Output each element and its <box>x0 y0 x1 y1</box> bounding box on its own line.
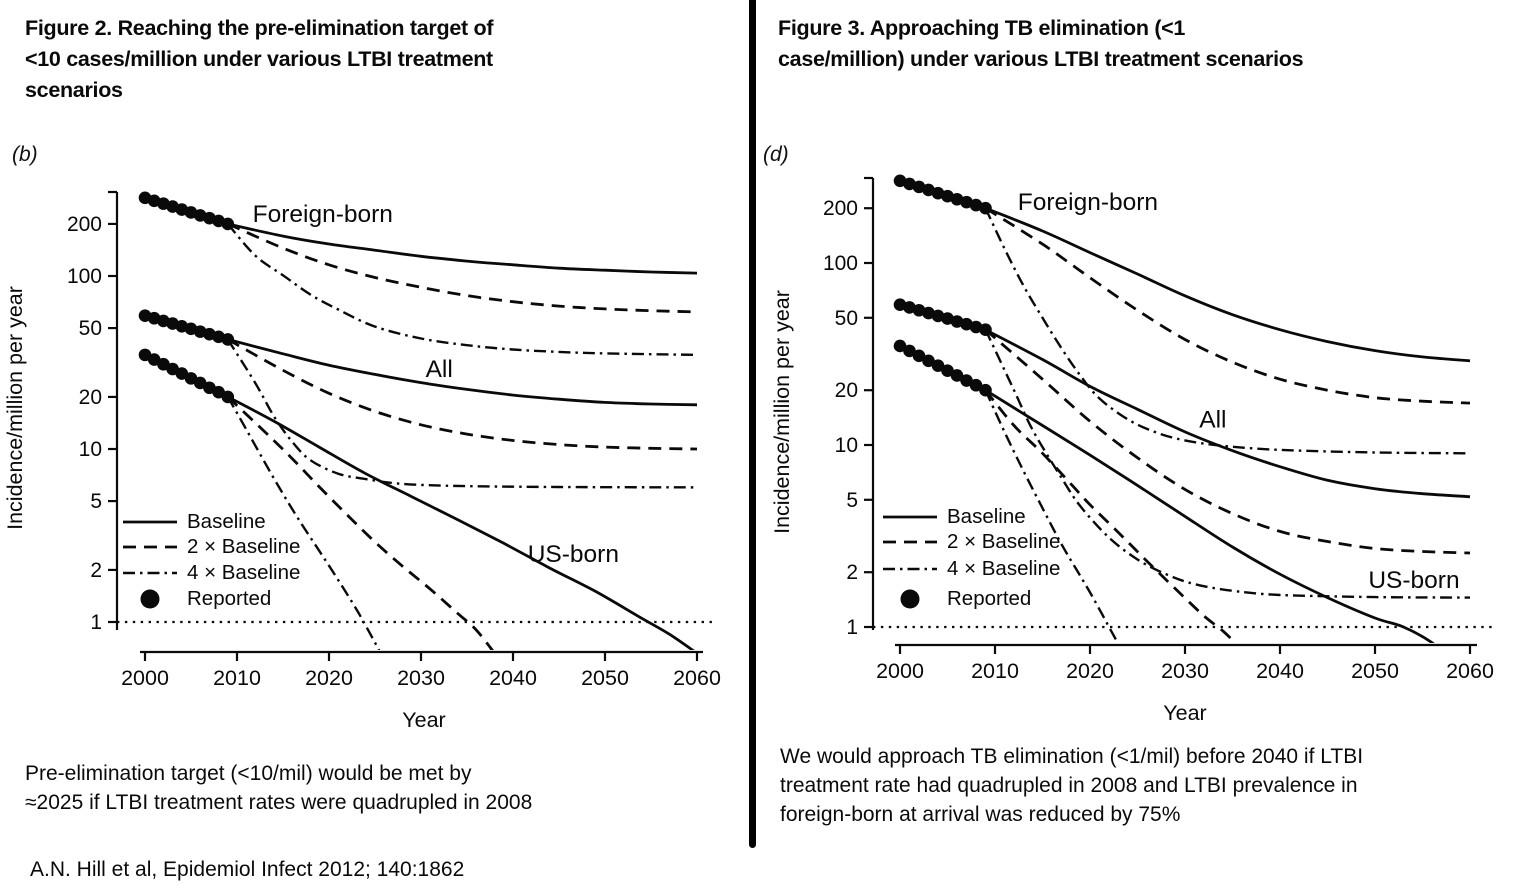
series-line <box>227 222 698 275</box>
svg-text:2: 2 <box>90 559 102 582</box>
svg-text:2030: 2030 <box>1161 659 1209 683</box>
x-axis <box>895 643 1477 654</box>
svg-text:50: 50 <box>835 307 858 330</box>
svg-text:100: 100 <box>823 252 858 275</box>
svg-text:2060: 2060 <box>673 666 721 690</box>
svg-text:200: 200 <box>823 197 858 220</box>
svg-text:10: 10 <box>79 438 102 461</box>
y-axis-title: Incidence/million per year <box>770 290 794 534</box>
series-line <box>984 329 1471 599</box>
y-tick-labels: 1 2 5 10 20 50 100 200 <box>823 197 858 639</box>
y-axis <box>108 190 119 630</box>
svg-text:2 × Baseline: 2 × Baseline <box>947 530 1060 553</box>
series-line <box>226 395 494 650</box>
group-label: All <box>426 356 453 383</box>
svg-text:4 × Baseline: 4 × Baseline <box>187 561 300 584</box>
series-line <box>226 223 698 357</box>
reported-points <box>138 191 235 231</box>
group-label: Foreign-born <box>1018 189 1158 216</box>
group-label: US-born <box>528 541 619 568</box>
svg-text:2: 2 <box>846 561 858 584</box>
x-tick-labels: 2000 2010 2020 2030 2040 2050 2060 <box>121 666 721 690</box>
series-line <box>984 207 1471 455</box>
series-line <box>984 328 1471 555</box>
reported-points <box>893 339 992 397</box>
series-line <box>227 222 698 314</box>
reported-points <box>893 298 992 337</box>
svg-text:1: 1 <box>846 616 858 639</box>
x-axis-title: Year <box>1163 701 1206 725</box>
svg-text:2 × Baseline: 2 × Baseline <box>187 535 300 558</box>
panel-letter-d: (d) <box>763 143 789 166</box>
svg-text:2060: 2060 <box>1446 659 1494 683</box>
svg-text:1: 1 <box>90 611 102 634</box>
panel-divider <box>749 0 756 848</box>
y-axis-title: Incidence/million per year <box>3 286 27 530</box>
series-line <box>984 389 1238 643</box>
group-label: US-born <box>1368 567 1459 594</box>
y-axis <box>864 176 875 630</box>
svg-text:10: 10 <box>835 434 858 457</box>
figure2-caption: Pre-elimination target (<10/mil) would b… <box>25 762 533 814</box>
group-label: All <box>1199 406 1226 433</box>
reported-points <box>893 174 992 215</box>
figure3-title: Figure 3. Approaching TB elimination (<1… <box>778 16 1304 71</box>
svg-text:5: 5 <box>90 490 102 513</box>
series-line <box>226 338 698 489</box>
svg-text:50: 50 <box>79 317 102 340</box>
x-tick-labels: 2000 2010 2020 2030 2040 2050 2060 <box>876 659 1494 683</box>
y-tick-labels: 1 2 5 10 20 50 100 200 <box>67 213 102 634</box>
group-label: Foreign-born <box>253 201 393 228</box>
panel-letter-b: (b) <box>12 143 38 166</box>
svg-text:2050: 2050 <box>1351 659 1399 683</box>
series-line <box>226 396 381 650</box>
citation-text: A.N. Hill et al, Epidemiol Infect 2012; … <box>30 858 465 881</box>
svg-text:2050: 2050 <box>581 666 629 690</box>
svg-text:2000: 2000 <box>121 666 169 690</box>
series-line <box>984 206 1471 363</box>
series-line <box>984 328 1471 499</box>
svg-text:200: 200 <box>67 213 102 236</box>
series-line <box>984 389 1435 643</box>
series-line <box>227 395 695 650</box>
series-line <box>984 389 1120 643</box>
x-axis-title: Year <box>402 708 445 732</box>
reported-points <box>138 309 235 346</box>
svg-text:20: 20 <box>835 379 858 402</box>
svg-text:2020: 2020 <box>1066 659 1114 683</box>
svg-text:2020: 2020 <box>305 666 353 690</box>
figure2-title: Figure 2. Reaching the pre-elimination t… <box>25 16 494 102</box>
svg-text:2040: 2040 <box>489 666 537 690</box>
svg-text:4 × Baseline: 4 × Baseline <box>947 557 1060 580</box>
svg-text:5: 5 <box>846 489 858 512</box>
svg-text:2030: 2030 <box>397 666 445 690</box>
svg-text:2010: 2010 <box>213 666 261 690</box>
x-axis <box>140 650 703 661</box>
reported-points <box>138 348 235 404</box>
svg-text:2040: 2040 <box>1256 659 1304 683</box>
series-line <box>227 338 698 407</box>
figure3-caption: We would approach TB elimination (<1/mil… <box>780 745 1364 826</box>
svg-text:Baseline: Baseline <box>947 505 1026 528</box>
series-line <box>984 207 1471 405</box>
svg-text:2010: 2010 <box>971 659 1019 683</box>
svg-text:2000: 2000 <box>876 659 924 683</box>
svg-text:100: 100 <box>67 265 102 288</box>
svg-text:Baseline: Baseline <box>187 510 266 533</box>
svg-text:Reported: Reported <box>187 587 271 610</box>
svg-text:Reported: Reported <box>947 587 1031 610</box>
svg-text:20: 20 <box>79 386 102 409</box>
series-line <box>227 338 698 451</box>
